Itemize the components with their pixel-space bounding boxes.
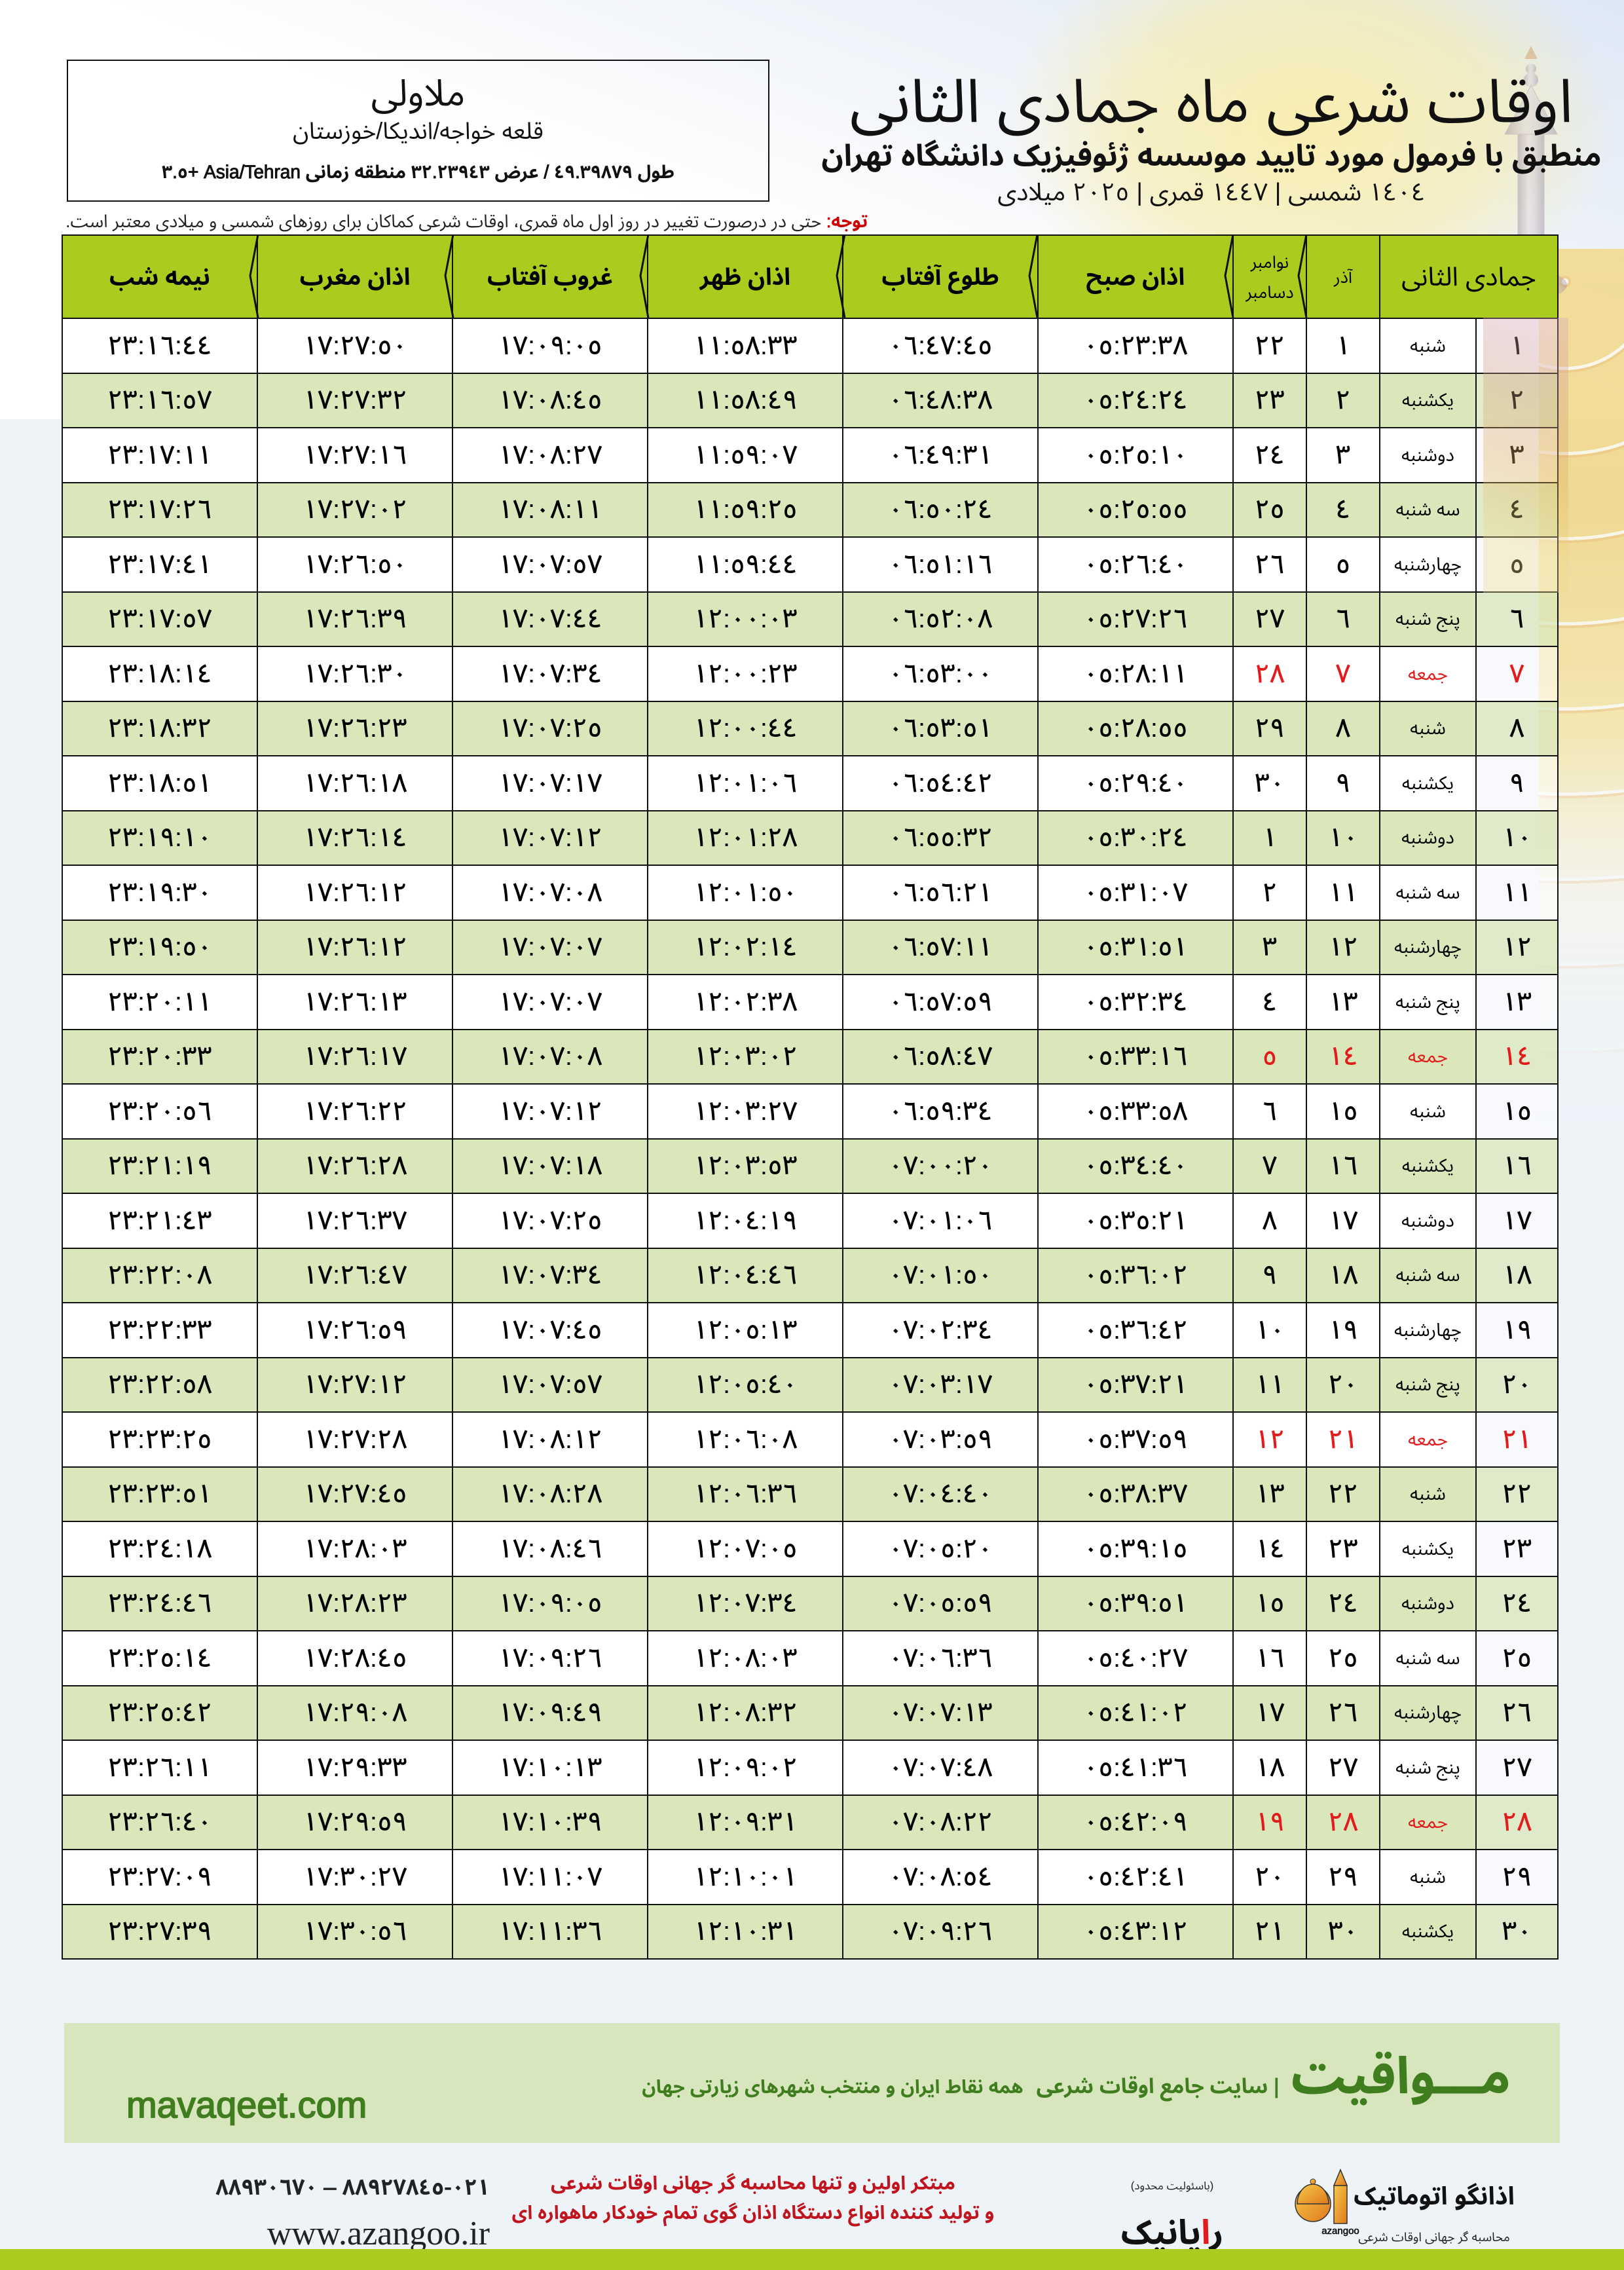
svg-text:azangoo: azangoo	[1321, 2225, 1359, 2237]
